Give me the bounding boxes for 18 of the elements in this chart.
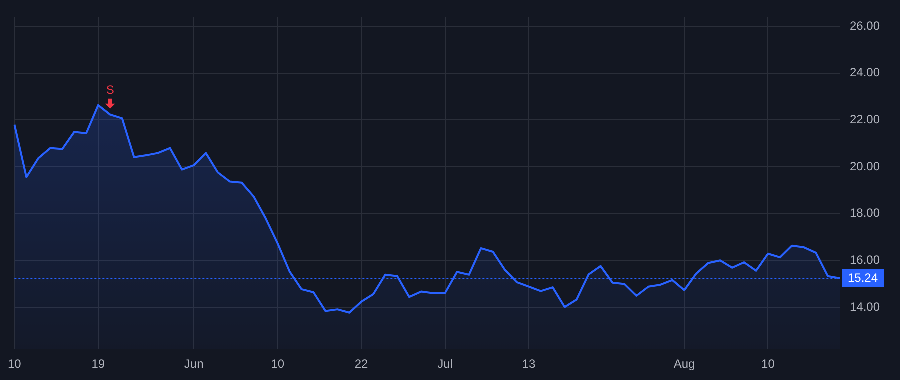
y-tick-label: 14.00 (850, 300, 880, 314)
x-tick-label: Jun (184, 357, 204, 372)
x-tick-label: 13 (522, 357, 536, 372)
annotation: S (106, 83, 114, 98)
x-tick-label: Aug (674, 357, 696, 372)
y-tick-label: 26.00 (850, 18, 880, 33)
x-tick-label: 19 (92, 357, 106, 372)
x-tick-label: 10 (762, 357, 776, 372)
y-tick-label: 20.00 (850, 159, 880, 174)
y-tick-label: 18.00 (850, 206, 880, 220)
x-tick-label: 10 (8, 357, 22, 372)
x-tick-label: Jul (438, 357, 453, 372)
y-tick-label: 16.00 (850, 252, 880, 267)
x-tick-label: 22 (354, 357, 369, 372)
x-tick-label: 10 (271, 357, 285, 372)
y-tick-label: 22.00 (850, 112, 880, 127)
ref-line-label: 15.24 (848, 270, 878, 285)
y-tick-label: 24.00 (850, 66, 880, 80)
